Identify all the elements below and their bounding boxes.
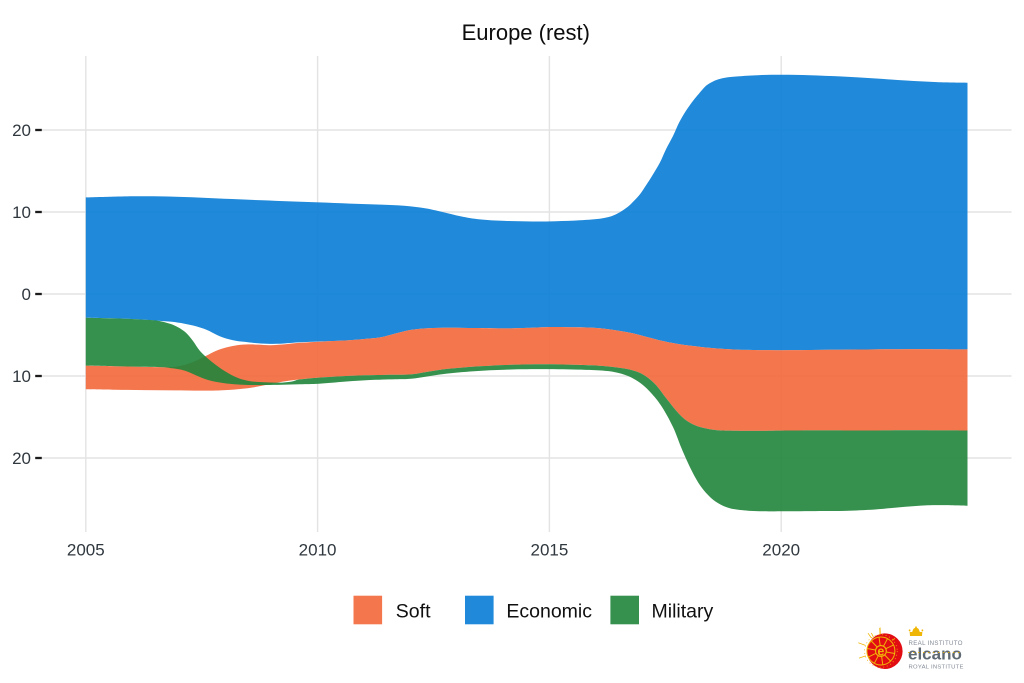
svg-text:REAL INSTITUTO: REAL INSTITUTO: [909, 640, 963, 647]
svg-text:20: 20: [12, 121, 31, 140]
svg-text:Economic: Economic: [506, 601, 592, 623]
svg-text:Military: Military: [652, 601, 714, 623]
svg-text:2005: 2005: [67, 541, 105, 560]
svg-text:10: 10: [12, 203, 31, 222]
svg-text:2015: 2015: [530, 541, 568, 560]
svg-text:0: 0: [22, 285, 31, 304]
svg-text:ROYAL INSTITUTE: ROYAL INSTITUTE: [909, 664, 964, 670]
svg-text:Europe (rest): Europe (rest): [462, 20, 590, 45]
svg-text:2020: 2020: [762, 541, 800, 560]
svg-text:Soft: Soft: [396, 601, 431, 623]
svg-text:2010: 2010: [299, 541, 337, 560]
svg-text:e: e: [877, 645, 884, 659]
svg-text:20: 20: [12, 449, 31, 468]
svg-text:10: 10: [12, 367, 31, 386]
svg-text:elcano: elcano: [908, 645, 962, 664]
